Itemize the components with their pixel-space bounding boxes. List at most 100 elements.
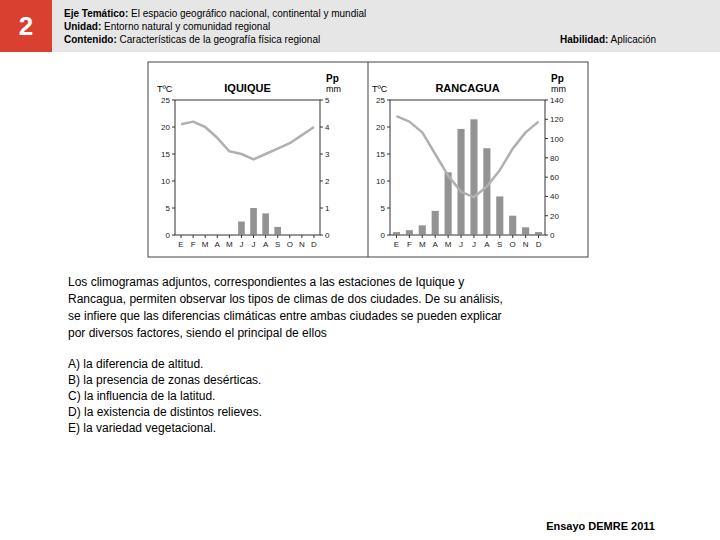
x-tick-label: M bbox=[419, 240, 426, 249]
body: Los climogramas adjuntos, correspondient… bbox=[68, 275, 503, 435]
x-tick-label: O bbox=[510, 240, 516, 249]
x-tick bbox=[435, 235, 436, 238]
chart-title: RANCAGUA bbox=[435, 82, 499, 94]
y2-tick-label: 140 bbox=[550, 96, 564, 105]
x-tick bbox=[289, 235, 290, 238]
y-tick-label: 25 bbox=[376, 96, 385, 105]
precip-bar bbox=[286, 235, 293, 236]
x-tick bbox=[499, 235, 500, 238]
x-tick bbox=[422, 235, 423, 238]
x-tick-label: S bbox=[497, 240, 502, 249]
x-tick bbox=[461, 235, 462, 238]
temp-line bbox=[181, 122, 314, 160]
y-tick-label: 0 bbox=[381, 231, 386, 240]
y-tick-label: 25 bbox=[161, 96, 170, 105]
option: C) la influencia de la latitud. bbox=[68, 389, 215, 403]
y2-tick-label: 0 bbox=[325, 231, 330, 240]
chart-title: IQUIQUE bbox=[224, 82, 270, 94]
y2-tick bbox=[320, 100, 323, 101]
footer: Ensayo DEMRE 2011 bbox=[546, 520, 655, 532]
precip-bar bbox=[445, 172, 452, 235]
precip-bar bbox=[496, 196, 503, 235]
y2-tick-label: 2 bbox=[325, 177, 330, 186]
y2-tick-label: 0 bbox=[550, 231, 555, 240]
x-tick bbox=[486, 235, 487, 238]
y2-tick bbox=[320, 208, 323, 209]
x-tick-label: E bbox=[178, 240, 183, 249]
y-tick bbox=[387, 154, 390, 155]
precip-bar bbox=[509, 216, 516, 235]
option: B) la presencia de zonas desérticas. bbox=[68, 373, 261, 387]
header-bold: Habilidad: bbox=[560, 34, 608, 45]
precip-bar bbox=[535, 232, 542, 235]
x-tick bbox=[277, 235, 278, 238]
precip-bar bbox=[262, 213, 269, 235]
y2-tick-label: 3 bbox=[325, 150, 330, 159]
x-tick bbox=[396, 235, 397, 238]
x-tick bbox=[313, 235, 314, 238]
y-tick-label: 10 bbox=[376, 177, 385, 186]
y-tick bbox=[172, 154, 175, 155]
x-tick bbox=[229, 235, 230, 238]
y-tick bbox=[172, 235, 175, 236]
y-tick-label: 15 bbox=[376, 150, 385, 159]
y2-tick bbox=[545, 177, 548, 178]
y2-tick bbox=[320, 154, 323, 155]
option: A) la diferencia de altitud. bbox=[68, 357, 203, 371]
x-tick bbox=[193, 235, 194, 238]
number: 2 bbox=[19, 11, 33, 41]
y-axis-label: TºC bbox=[157, 84, 173, 94]
x-tick-label: M bbox=[202, 240, 209, 249]
y-tick-label: 10 bbox=[161, 177, 170, 186]
x-tick-label: A bbox=[484, 240, 490, 249]
x-tick-label: J bbox=[459, 240, 463, 249]
header-bold: Contenido: bbox=[64, 34, 117, 45]
y2-tick bbox=[320, 235, 323, 236]
x-tick bbox=[241, 235, 242, 238]
y2-tick-label: 120 bbox=[550, 115, 564, 124]
y2-axis-unit: mm bbox=[326, 84, 341, 94]
x-tick-label: M bbox=[226, 240, 233, 249]
x-tick bbox=[538, 235, 539, 238]
header-line: Contenido: Características de la geograf… bbox=[64, 34, 320, 45]
header-text: Entorno natural y comunidad regional bbox=[101, 21, 270, 32]
x-tick bbox=[512, 235, 513, 238]
x-tick-label: N bbox=[523, 240, 529, 249]
y2-tick-label: 1 bbox=[325, 204, 330, 213]
y2-tick-label: 20 bbox=[550, 212, 559, 221]
y2-tick bbox=[545, 100, 548, 101]
header-line: Habilidad: Aplicación bbox=[560, 34, 656, 45]
x-tick bbox=[301, 235, 302, 238]
y-tick bbox=[172, 181, 175, 182]
x-tick-label: O bbox=[287, 240, 293, 249]
y2-axis-unit: mm bbox=[551, 84, 566, 94]
y-tick-label: 0 bbox=[166, 231, 171, 240]
precip-bar bbox=[470, 119, 477, 235]
header: 2Eje Temático: El espacio geográfico nac… bbox=[0, 0, 720, 52]
x-tick-label: D bbox=[311, 240, 317, 249]
y-tick bbox=[387, 127, 390, 128]
y-tick bbox=[172, 208, 175, 209]
y2-tick bbox=[545, 119, 548, 120]
y2-tick bbox=[545, 215, 548, 216]
y2-tick bbox=[320, 181, 323, 182]
y2-axis-label: Pp bbox=[551, 73, 564, 84]
x-tick bbox=[448, 235, 449, 238]
precip-bar bbox=[226, 235, 233, 236]
y-tick bbox=[172, 127, 175, 128]
plot-frame bbox=[175, 100, 320, 235]
x-tick-label: J bbox=[239, 240, 243, 249]
precip-bar bbox=[190, 235, 197, 236]
chart: RANCAGUATºCPpmm0510152025020406080100120… bbox=[372, 73, 566, 249]
header-text: Aplicación bbox=[608, 34, 656, 45]
x-tick bbox=[265, 235, 266, 238]
x-tick-label: M bbox=[445, 240, 452, 249]
y-tick bbox=[172, 100, 175, 101]
precip-bar bbox=[311, 235, 318, 236]
precip-bar bbox=[393, 232, 400, 235]
precip-bar bbox=[299, 235, 306, 236]
precip-bar bbox=[419, 225, 426, 235]
y-tick-label: 5 bbox=[166, 204, 171, 213]
precip-bar bbox=[522, 227, 529, 235]
y2-tick bbox=[320, 127, 323, 128]
